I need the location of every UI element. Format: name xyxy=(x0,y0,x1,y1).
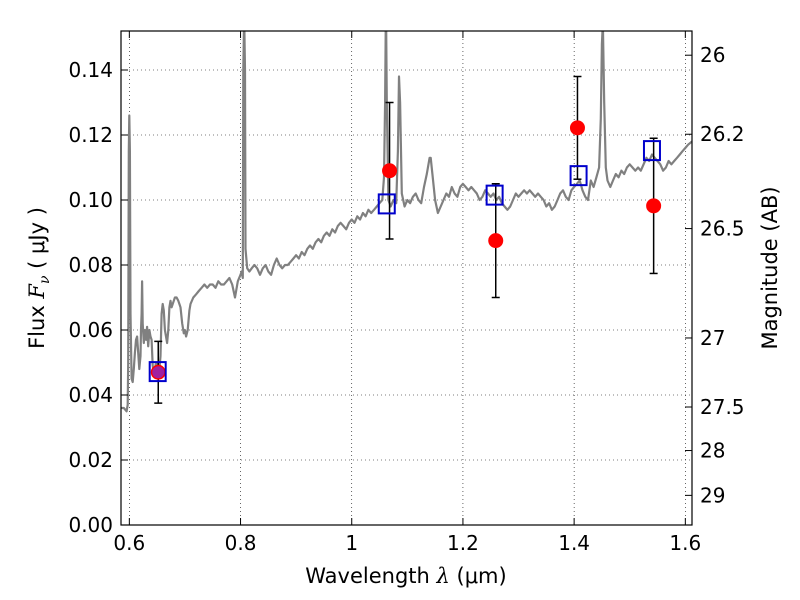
x-axis-label: Wavelength λ (μm) xyxy=(305,564,506,588)
grid xyxy=(121,31,692,526)
x-tick-label: 1.6 xyxy=(669,531,701,555)
ticks-layer: 0.6 0.8 1 1.2 1.4 1.6 0.00 0.02 0.04 0.06 0.08 0.10… xyxy=(68,31,745,555)
plot-frame xyxy=(120,30,693,526)
x-tick-label: 0.6 xyxy=(113,531,145,555)
x-axis-label-unit: (μm) xyxy=(450,564,507,588)
model-point xyxy=(485,184,504,206)
observed-point xyxy=(382,163,398,179)
y-tick-label: 0.14 xyxy=(68,58,113,82)
y-axis-label-symbol: F xyxy=(25,283,49,300)
spectrum-layer xyxy=(121,31,692,413)
y2-tick-label: 27.5 xyxy=(700,395,745,419)
markers-layer xyxy=(148,75,662,404)
x-tick-label: 1.4 xyxy=(558,531,590,555)
y-tick-label: 0.04 xyxy=(68,383,113,407)
y-tick-label: 0.08 xyxy=(68,253,113,277)
y-axis-label-subscript: ν xyxy=(37,275,53,284)
y-tick-label: 0.00 xyxy=(68,513,113,537)
x-tick-label: 1.2 xyxy=(447,531,479,555)
x-axis-label-word: Wavelength xyxy=(305,564,436,588)
observed-point xyxy=(488,233,504,249)
model-point xyxy=(377,193,396,215)
y-tick-label: 0.02 xyxy=(68,448,113,472)
model-point xyxy=(569,165,588,187)
y-tick-label: 0.06 xyxy=(68,318,113,342)
model-point xyxy=(642,140,661,162)
y2-tick-label: 28 xyxy=(700,439,725,463)
y-axis-label-unit: ( μJy ) xyxy=(25,207,49,275)
spectrum-line xyxy=(121,31,692,413)
y-axis-label-word: Flux xyxy=(25,299,49,349)
x-tick-label: 0.8 xyxy=(225,531,257,555)
observed-point xyxy=(569,120,585,136)
model-point xyxy=(148,361,167,383)
x-axis-label-symbol: λ xyxy=(436,564,450,588)
y2-tick-label: 26 xyxy=(700,43,725,67)
y-tick-label: 0.12 xyxy=(68,123,113,147)
y2-tick-label: 27 xyxy=(700,326,725,350)
y2-axis-label: Magnitude (AB) xyxy=(758,186,782,349)
x-tick-label: 1 xyxy=(345,531,358,555)
y2-tick-label: 26.2 xyxy=(700,122,745,146)
y-tick-label: 0.10 xyxy=(68,188,113,212)
y2-tick-label: 29 xyxy=(700,483,725,507)
observed-point xyxy=(646,198,662,214)
overlap-point xyxy=(152,366,165,379)
y2-tick-label: 26.5 xyxy=(700,217,745,241)
y-axis-label: Flux Fν ( μJy ) xyxy=(25,207,53,349)
